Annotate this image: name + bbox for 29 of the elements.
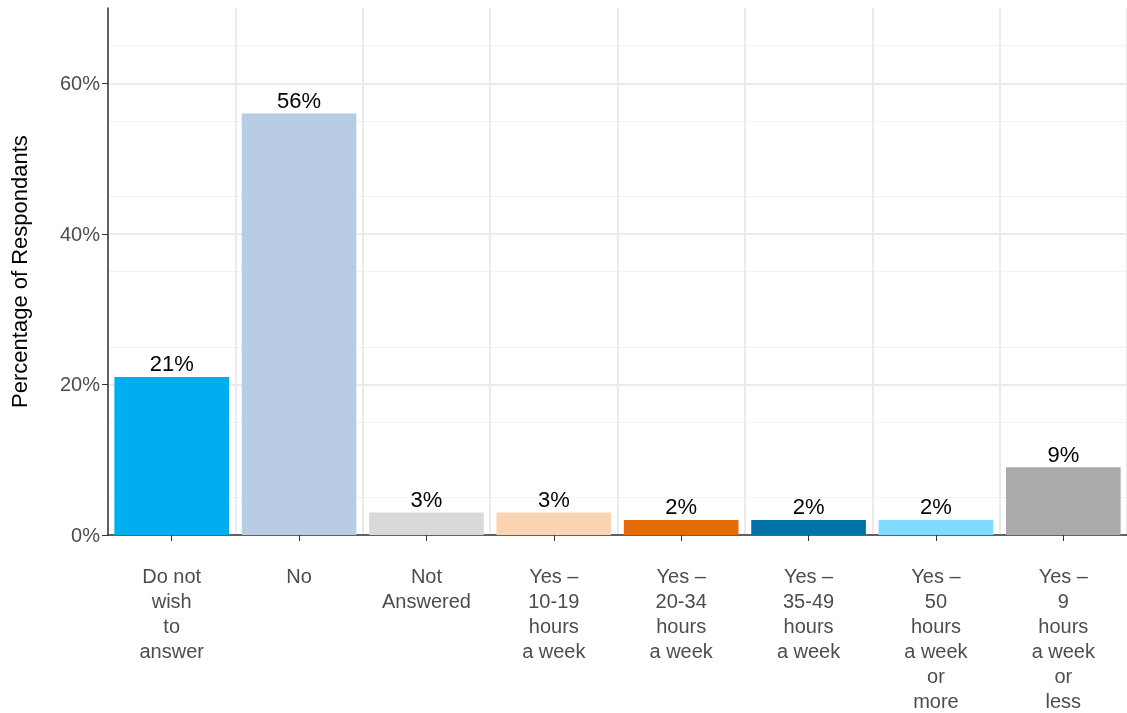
bar (369, 512, 484, 535)
data-label: 56% (277, 87, 322, 113)
x-tick-label: Yes – 9 hours a week or less (1031, 564, 1096, 712)
x-tick-label: Yes – 10-19 hours a week (522, 564, 587, 662)
x-tick-label: No (286, 564, 312, 587)
y-axis-title: Percentage of Respondants (6, 135, 32, 408)
x-tick-label: Do not wish to answer (139, 564, 205, 662)
bar (114, 376, 230, 535)
bar (751, 519, 866, 535)
bar (623, 519, 739, 535)
x-tick-label: Not Answered (381, 564, 471, 612)
y-tick-label: 40% (59, 222, 101, 245)
data-label: 9% (1047, 441, 1080, 467)
y-tick-label: 0% (71, 524, 101, 546)
data-label: 21% (149, 351, 194, 377)
y-tick-label: 60% (59, 72, 101, 95)
bar (878, 519, 994, 535)
bar (241, 113, 357, 535)
data-label: 2% (792, 494, 825, 520)
data-label: 3% (410, 486, 443, 512)
x-tick-label: Yes – 35-49 hours a week (776, 564, 842, 662)
x-tick-label: Yes – 50 hours a week or more (904, 564, 969, 712)
data-label: 3% (537, 486, 570, 512)
bar (496, 512, 612, 535)
data-label: 2% (665, 494, 698, 520)
bar (1005, 467, 1121, 535)
data-label: 2% (920, 494, 952, 520)
y-tick-label: 20% (59, 373, 101, 396)
x-tick-label: Yes – 20-34 hours a week (649, 564, 714, 662)
